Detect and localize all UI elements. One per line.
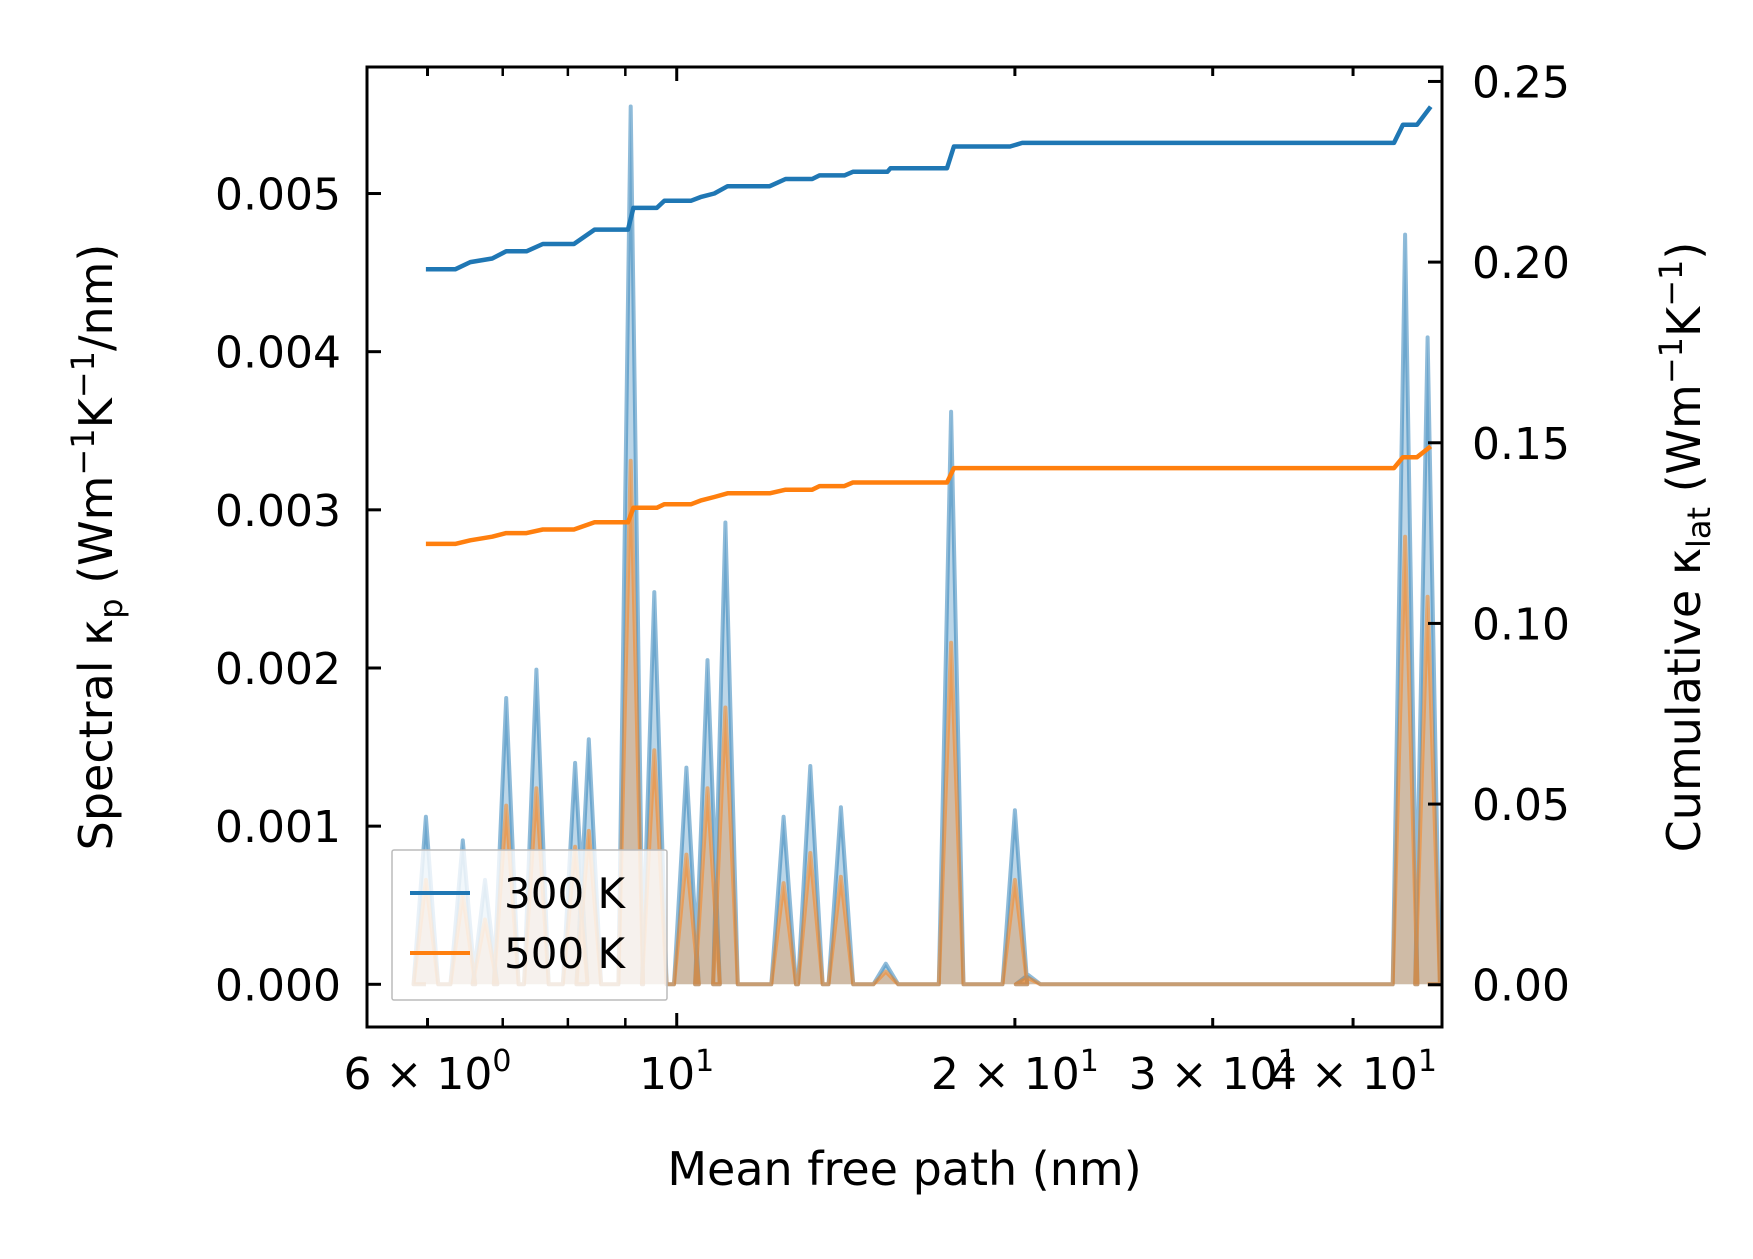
y-left-tick-label: 0.001	[215, 802, 341, 853]
y-right-tick-label: 0.05	[1472, 780, 1570, 831]
spectral-line-300k	[411, 104, 1442, 987]
y-left-title-subscript: p	[92, 598, 130, 618]
legend-label-300k: 300 K	[504, 869, 627, 918]
cumulative-line-300k	[425, 105, 1433, 272]
y-right-title-subscript: lat	[1680, 507, 1718, 548]
y-left-title-part: K	[69, 396, 123, 428]
legend-label-500k: 500 K	[504, 929, 627, 978]
y-left-tick-label: 0.004	[215, 328, 341, 379]
y-right-title-superscript: −1	[1652, 260, 1690, 307]
y-right-tick-label: 0.10	[1472, 599, 1570, 650]
y-right-tick-label: 0.00	[1472, 961, 1570, 1012]
y-right-title-part: )	[1657, 242, 1711, 260]
y-left-tick-label: 0.000	[215, 960, 341, 1011]
y-left-title-part: /nm)	[69, 244, 123, 351]
y-axis-right-title: Cumulative κlat (Wm−1K−1)	[1652, 242, 1718, 853]
x-tick-label: 3 × 101	[1129, 1044, 1297, 1100]
cumulative-line-500k	[425, 444, 1433, 547]
x-tick-label: 4 × 101	[1269, 1044, 1437, 1100]
y-right-title-superscript: −1	[1652, 337, 1690, 384]
y-left-title-superscript: −1	[64, 428, 102, 475]
axes-layer	[365, 65, 1444, 1029]
y-left-tick-label: 0.005	[215, 170, 341, 221]
x-tick-label: 6 × 100	[344, 1044, 512, 1100]
plot-frame	[365, 65, 1444, 1029]
y-left-title-superscript: −1	[64, 351, 102, 398]
y-right-tick-label: 0.20	[1472, 238, 1570, 289]
cumulative-layer	[425, 105, 1433, 547]
legend: 300 K 500 K	[391, 849, 668, 1001]
y-right-tick-label: 0.25	[1472, 57, 1570, 108]
y-left-title-part: Spectral κ	[69, 619, 123, 851]
y-right-title-part: Cumulative κ	[1657, 548, 1711, 852]
legend-box	[391, 849, 668, 1001]
x-axis-title: Mean free path (nm)	[667, 1142, 1141, 1196]
y-left-title-part: (Wm	[69, 476, 123, 599]
x-tick-label: 101	[639, 1044, 714, 1100]
y-axis-left-title: Spectral κp (Wm−1K−1/nm)	[64, 244, 130, 851]
y-right-tick-label: 0.15	[1472, 419, 1570, 470]
y-right-title-part: K	[1657, 305, 1711, 337]
x-tick-label: 2 × 101	[931, 1044, 1099, 1100]
y-right-title-part: (Wm	[1657, 384, 1711, 507]
y-left-tick-label: 0.002	[215, 644, 341, 695]
y-left-tick-label: 0.003	[215, 486, 341, 537]
ticks-layer: 0.000 0.001 0.002 0.003 0.004 0.005 0.00 0.05 0.…	[215, 57, 1570, 1100]
